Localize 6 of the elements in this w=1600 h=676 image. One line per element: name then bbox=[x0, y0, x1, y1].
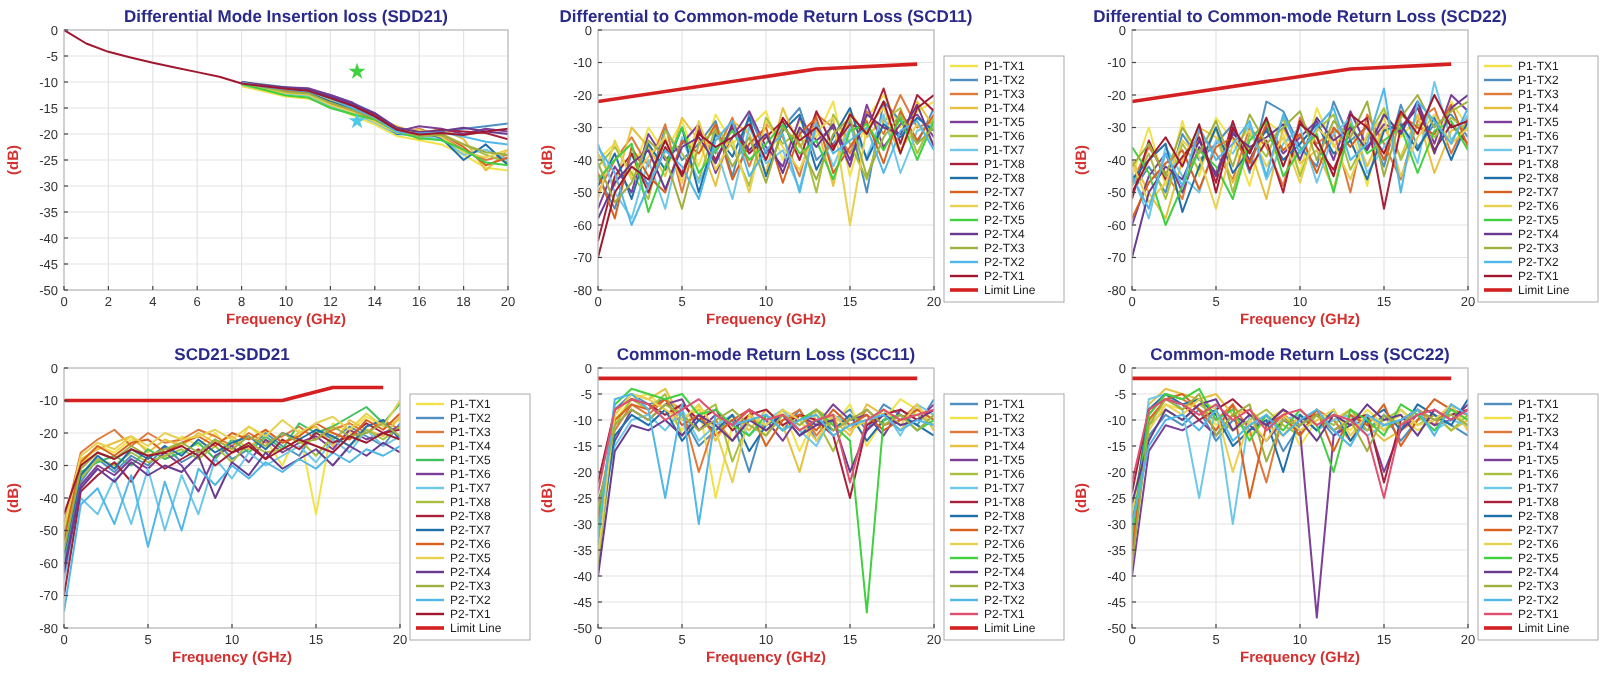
chart-title: Common-mode Return Loss (SCC22) bbox=[1150, 344, 1451, 364]
chart-title: Differential Mode Insertion loss (SDD21) bbox=[124, 6, 449, 26]
chart-title: Differential to Common-mode Return Loss (SCD22) bbox=[1093, 6, 1508, 26]
chart-title: Common-mode Return Loss (SCC11) bbox=[616, 344, 916, 364]
chart-title: SCD21-SDD21 bbox=[174, 344, 291, 364]
chart-title: Differential to Common-mode Return Loss (SCD11) bbox=[559, 6, 973, 26]
